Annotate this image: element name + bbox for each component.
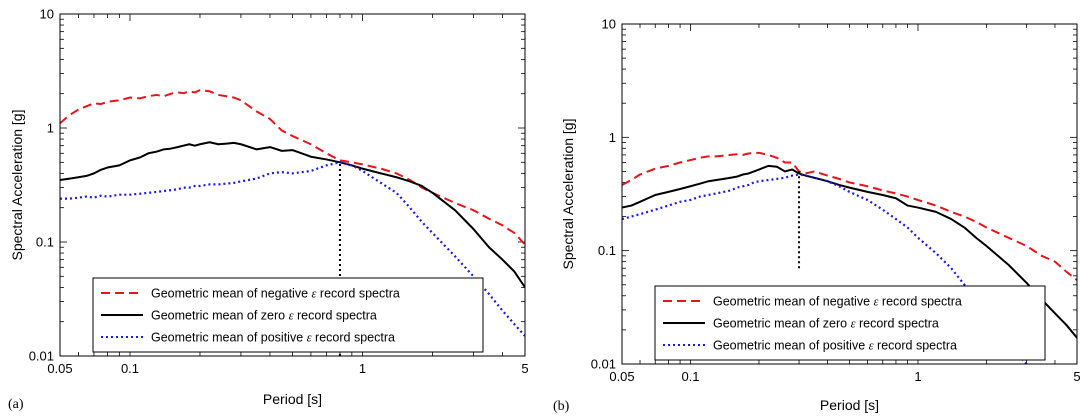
y-tick-label: 10 (602, 17, 616, 32)
x-tick-label: 1 (914, 369, 921, 384)
legend-box (654, 285, 1046, 361)
y-tick-label: 0.01 (29, 349, 54, 364)
legend-epsilon-symbol: ε (869, 339, 874, 353)
x-tick-label: 0.05 (609, 369, 634, 384)
negative-eps-series-line (60, 89, 525, 246)
x-tick-label: 5 (521, 361, 528, 376)
x-tick-label: 0.05 (47, 361, 72, 376)
legend-entry-label: Geometric mean of positive ε record spec… (713, 339, 957, 353)
legend-entry-text: Geometric mean of zero (151, 309, 289, 323)
legend-box (92, 277, 484, 353)
legend-entry-label: Geometric mean of zero ε record spectra (151, 309, 377, 323)
x-tick-label: 0.1 (121, 361, 139, 376)
positive-eps-series-line (60, 161, 525, 337)
legend-epsilon-symbol: ε (874, 295, 879, 309)
x-axis-label: Period [s] (263, 391, 322, 407)
legend-entry-text: Geometric mean of negative (713, 295, 874, 309)
x-tick-label: 5 (1073, 369, 1080, 384)
legend-epsilon-symbol: ε (307, 331, 312, 345)
legend: Geometric mean of negative ε record spec… (92, 277, 484, 353)
legend-entry-label: Geometric mean of zero ε record spectra (713, 317, 939, 331)
panel-label: (a) (8, 397, 24, 412)
x-tick-label: 1 (359, 361, 366, 376)
legend-entry-text: record spectra (856, 317, 939, 331)
x-axis-label: Period [s] (820, 397, 879, 413)
legend-entry-label: Geometric mean of positive ε record spec… (151, 331, 395, 345)
panel-b: 0.05 0.1 1 5 0.01 0.1 1 10 Period [s] Spectral Ac… (553, 17, 1080, 415)
legend-epsilon-symbol: ε (289, 309, 294, 323)
plot-area-frame (59, 13, 526, 357)
y-tick-label: 0.01 (591, 357, 616, 372)
legend-entry-text: Geometric mean of positive (713, 339, 869, 353)
legend-entry-text: record spectra (878, 295, 961, 309)
legend-entry-text: Geometric mean of zero (713, 317, 851, 331)
minor-ticks (59, 13, 526, 357)
legend-entry-label: Geometric mean of negative ε record spec… (151, 287, 400, 301)
legend-entry-text: record spectra (312, 331, 395, 345)
legend-epsilon-symbol: ε (312, 287, 317, 301)
legend-entry-text: Geometric mean of positive (151, 331, 307, 345)
panel-label: (b) (553, 399, 570, 414)
y-tick-label: 0.1 (36, 235, 54, 250)
legend-entry-label: Geometric mean of negative ε record spec… (713, 295, 962, 309)
legend-entry-text: Geometric mean of negative (151, 287, 312, 301)
plot-area-frame (621, 23, 1078, 365)
y-tick-label: 0.1 (598, 243, 616, 258)
legend-entry-text: record spectra (874, 339, 957, 353)
y-axis-label: Spectral Acceleration [g] (9, 110, 25, 261)
legend-epsilon-symbol: ε (851, 317, 856, 331)
panel-a: 0.05 0.1 1 5 0.01 0.1 1 10 Period [s] Spectral Ac… (8, 7, 529, 413)
y-tick-label: 10 (40, 7, 54, 22)
minor-ticks (621, 23, 1078, 365)
negative-eps-series-line (622, 151, 1077, 281)
y-tick-label: 1 (47, 121, 54, 136)
legend-entry-text: record spectra (316, 287, 399, 301)
legend-entry-text: record spectra (294, 309, 377, 323)
legend: Geometric mean of negative ε record spec… (654, 285, 1046, 361)
zero-eps-series-line (622, 164, 1077, 339)
y-axis-label: Spectral Acceleration [g] (560, 119, 576, 270)
zero-eps-series-line (60, 141, 525, 288)
y-tick-label: 1 (609, 130, 616, 145)
x-tick-label: 0.1 (681, 369, 699, 384)
